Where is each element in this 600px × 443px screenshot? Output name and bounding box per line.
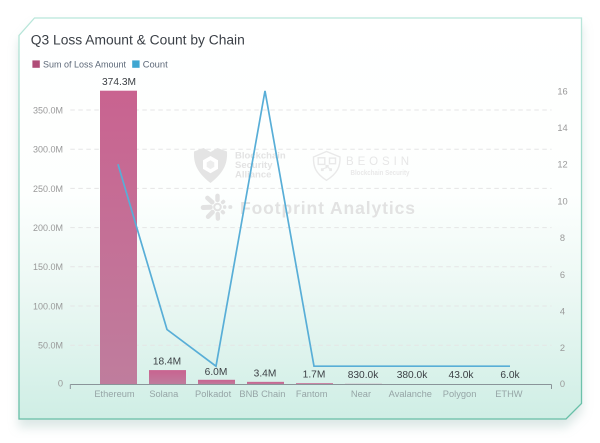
svg-text:16: 16 (557, 86, 567, 96)
svg-text:350.0M: 350.0M (33, 105, 63, 115)
svg-text:ETHW: ETHW (495, 389, 523, 399)
svg-text:830.0k: 830.0k (348, 370, 379, 381)
svg-text:Sum of Loss Amount: Sum of Loss Amount (43, 60, 126, 71)
svg-text:8: 8 (560, 233, 565, 243)
svg-text:10: 10 (557, 196, 567, 206)
svg-text:Blockchain Security: Blockchain Security (351, 168, 411, 177)
svg-text:Avalanche: Avalanche (389, 389, 432, 399)
svg-text:43.0k: 43.0k (449, 370, 475, 381)
svg-text:Count: Count (143, 60, 168, 71)
svg-text:BNB Chain: BNB Chain (239, 389, 285, 399)
svg-text:0: 0 (560, 379, 565, 389)
svg-text:Solana: Solana (149, 389, 179, 399)
svg-text:Ethereum: Ethereum (94, 389, 135, 399)
svg-text:Alliance: Alliance (235, 169, 271, 180)
svg-text:380.0k: 380.0k (397, 370, 428, 381)
svg-text:100.0M: 100.0M (33, 301, 63, 311)
svg-text:12: 12 (557, 160, 567, 170)
svg-text:250.0M: 250.0M (33, 184, 63, 194)
svg-text:4: 4 (560, 307, 565, 317)
svg-text:Fantom: Fantom (296, 389, 328, 399)
svg-text:150.0M: 150.0M (33, 262, 63, 272)
svg-text:Footprint Analytics: Footprint Analytics (240, 198, 416, 218)
svg-text:300.0M: 300.0M (33, 145, 63, 155)
svg-text:6: 6 (560, 270, 565, 280)
svg-text:2: 2 (560, 343, 565, 353)
svg-text:3.4M: 3.4M (254, 368, 277, 379)
svg-text:Polygon: Polygon (443, 389, 477, 399)
svg-text:0: 0 (58, 379, 63, 389)
svg-text:Near: Near (351, 389, 371, 399)
svg-text:Q3 Loss Amount & Count by Chai: Q3 Loss Amount & Count by Chain (31, 33, 245, 49)
svg-text:1.7M: 1.7M (303, 369, 326, 380)
svg-text:6.0k: 6.0k (500, 370, 520, 381)
svg-text:18.4M: 18.4M (153, 357, 181, 368)
svg-text:14: 14 (557, 123, 567, 133)
svg-text:BEOSIN: BEOSIN (346, 154, 413, 168)
svg-text:200.0M: 200.0M (33, 223, 63, 233)
svg-text:50.0M: 50.0M (38, 341, 63, 351)
svg-text:374.3M: 374.3M (102, 77, 136, 88)
svg-text:6.0M: 6.0M (205, 367, 228, 378)
svg-text:Polkadot: Polkadot (195, 389, 232, 399)
